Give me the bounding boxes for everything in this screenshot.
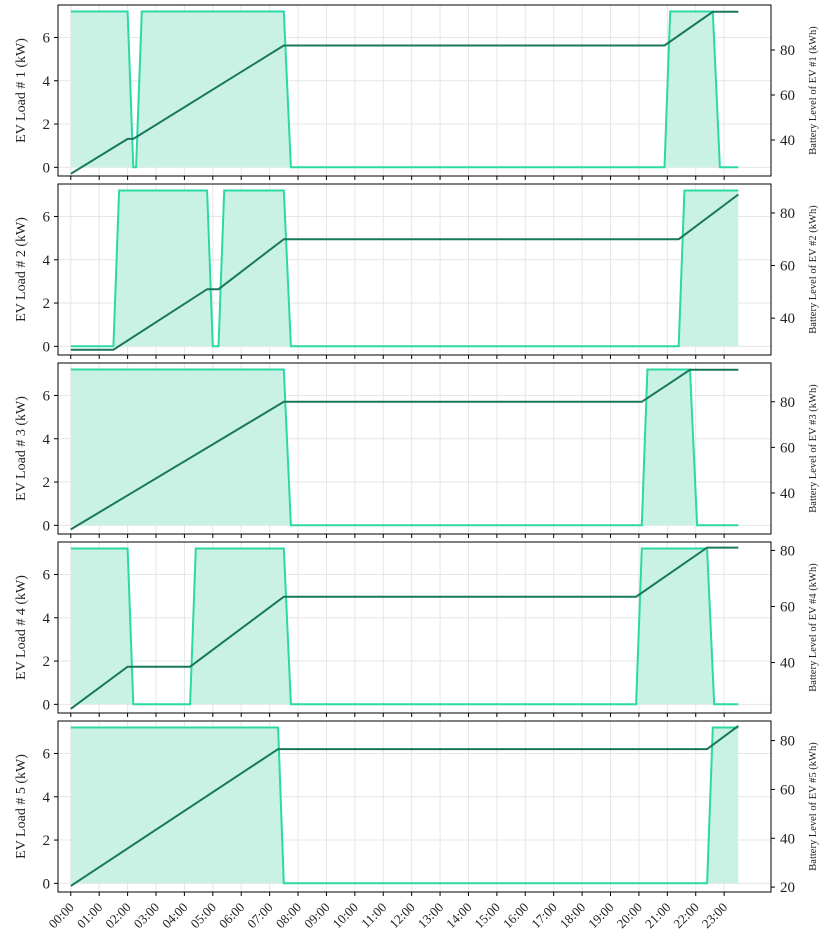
- x-tick-label: 20:00: [613, 900, 645, 932]
- x-tick-label: 10:00: [329, 900, 361, 932]
- x-tick-label: 19:00: [585, 900, 617, 932]
- y-tick-label: 2: [43, 654, 51, 670]
- x-tick-label: 18:00: [557, 900, 589, 932]
- x-tick-label: 04:00: [159, 900, 191, 932]
- x-tick-label: 11:00: [358, 900, 389, 931]
- y-axis-title: EV Load # 5 (kW): [14, 754, 29, 859]
- y-tick-label: 0: [43, 876, 51, 892]
- x-tick-label: 21:00: [642, 900, 674, 932]
- panel-frame: [57, 720, 772, 893]
- y-tick-label: 4: [43, 432, 51, 448]
- y-tick-label: 0: [43, 160, 51, 176]
- y-tick-label: 4: [43, 253, 51, 269]
- x-tick-label: 14:00: [443, 900, 475, 932]
- x-tick-label: 17:00: [528, 900, 560, 932]
- y2-tick-label: 60: [780, 599, 795, 615]
- y-tick-label: 6: [43, 30, 51, 46]
- battery-level-line: [70, 546, 739, 710]
- panel-frame: [57, 183, 772, 356]
- x-tick-label: 02:00: [102, 900, 134, 932]
- y-tick-label: 6: [43, 746, 51, 762]
- y-tick-label: 6: [43, 388, 51, 404]
- ev-load-area: [70, 190, 739, 347]
- y2-axis-title: Battery Level of EV #5 (kWh): [808, 742, 819, 871]
- x-tick-label: 15:00: [471, 900, 503, 932]
- y-tick-label: 4: [43, 74, 51, 90]
- x-tick-label: 12:00: [386, 900, 418, 932]
- battery-level-line: [70, 368, 739, 531]
- ev-load-area: [70, 11, 739, 168]
- y2-axis-title: Battery Level of EV #4 (kWh): [808, 563, 819, 692]
- y-tick-label: 2: [43, 475, 51, 491]
- battery-level-line: [70, 725, 739, 887]
- y2-tick-label: 60: [780, 88, 795, 104]
- y-tick-label: 6: [43, 567, 51, 583]
- y-tick-label: 4: [43, 611, 51, 627]
- y2-tick-label: 40: [780, 831, 795, 847]
- ev-load-area: [70, 369, 739, 526]
- y2-tick-label: 80: [780, 543, 795, 559]
- ev-load-line: [70, 547, 739, 706]
- y2-tick-label: 80: [780, 206, 795, 222]
- y2-tick-label: 60: [780, 440, 795, 456]
- y2-tick-label: 40: [780, 486, 795, 502]
- panel-frame: [57, 4, 772, 177]
- ev-load-line: [70, 189, 739, 348]
- y-tick-label: 2: [43, 833, 51, 849]
- y2-tick-label: 40: [780, 656, 795, 672]
- battery-level-line: [70, 10, 739, 175]
- battery-level-line: [70, 193, 739, 351]
- panel-frame: [57, 362, 772, 535]
- x-tick-label: 03:00: [131, 900, 163, 932]
- y2-tick-label: 40: [780, 133, 795, 149]
- y2-axis-title: Battery Level of EV #2 (kWh): [808, 205, 819, 334]
- x-tick-label: 06:00: [216, 900, 248, 932]
- y2-tick-label: 80: [780, 395, 795, 411]
- panel-ev-3: 0 2 4 6 40 60 80 EV Load # 3 (kW) Battery Level …: [14, 362, 819, 538]
- ev-load-area: [70, 548, 739, 705]
- x-tick-label: 09:00: [301, 900, 333, 932]
- x-tick-label: 16:00: [500, 900, 532, 932]
- y-axis-title: EV Load # 1 (kW): [14, 38, 29, 143]
- panel-ev-1: 0 2 4 6 40 60 80 EV Load # 1 (kW) Battery Level …: [14, 4, 819, 180]
- panel-frame: [57, 541, 772, 714]
- ev-load-line: [70, 10, 739, 169]
- x-tick-label: 05:00: [187, 900, 219, 932]
- x-tick-label: 07:00: [244, 900, 276, 932]
- y2-axis-title: Battery Level of EV #1 (kWh): [808, 26, 819, 155]
- y2-tick-label: 60: [780, 782, 795, 798]
- y-tick-label: 6: [43, 209, 51, 225]
- y-tick-label: 0: [43, 518, 51, 534]
- ev-load-area: [70, 727, 739, 884]
- y-axis-title: EV Load # 2 (kW): [14, 217, 29, 322]
- y2-tick-label: 80: [780, 734, 795, 750]
- panel-ev-4: 0 2 4 6 40 60 80 EV Load # 4 (kW) Battery Level …: [14, 541, 819, 717]
- y2-tick-label: 20: [780, 880, 795, 896]
- x-tick-label: 08:00: [273, 900, 305, 932]
- y-tick-label: 4: [43, 790, 51, 806]
- y2-tick-label: 60: [780, 259, 795, 275]
- panel-ev-5: 0 2 4 6 20 40 60 80 EV Load # 5 (kW) Battery Leve…: [14, 720, 819, 896]
- y-tick-label: 0: [43, 697, 51, 713]
- ev-load-line: [70, 368, 739, 527]
- y2-axis-title: Battery Level of EV #3 (kWh): [808, 384, 819, 513]
- y-axis-title: EV Load # 4 (kW): [14, 575, 29, 680]
- ev-load-line: [70, 726, 739, 885]
- x-tick-label: 01:00: [74, 900, 106, 932]
- panel-ev-2: 0 2 4 6 40 60 80 EV Load # 2 (kW) Battery Level …: [14, 183, 819, 359]
- y-tick-label: 2: [43, 117, 51, 133]
- x-tick-label: 13:00: [415, 900, 447, 932]
- y-tick-label: 0: [43, 339, 51, 355]
- y-axis-title: EV Load # 3 (kW): [14, 396, 29, 501]
- x-tick-label: 22:00: [670, 900, 702, 932]
- x-tick-label: 23:00: [699, 900, 731, 932]
- y2-tick-label: 40: [780, 311, 795, 327]
- y2-tick-label: 80: [780, 43, 795, 59]
- y-tick-label: 2: [43, 296, 51, 312]
- x-tick-label: 00:00: [45, 900, 77, 932]
